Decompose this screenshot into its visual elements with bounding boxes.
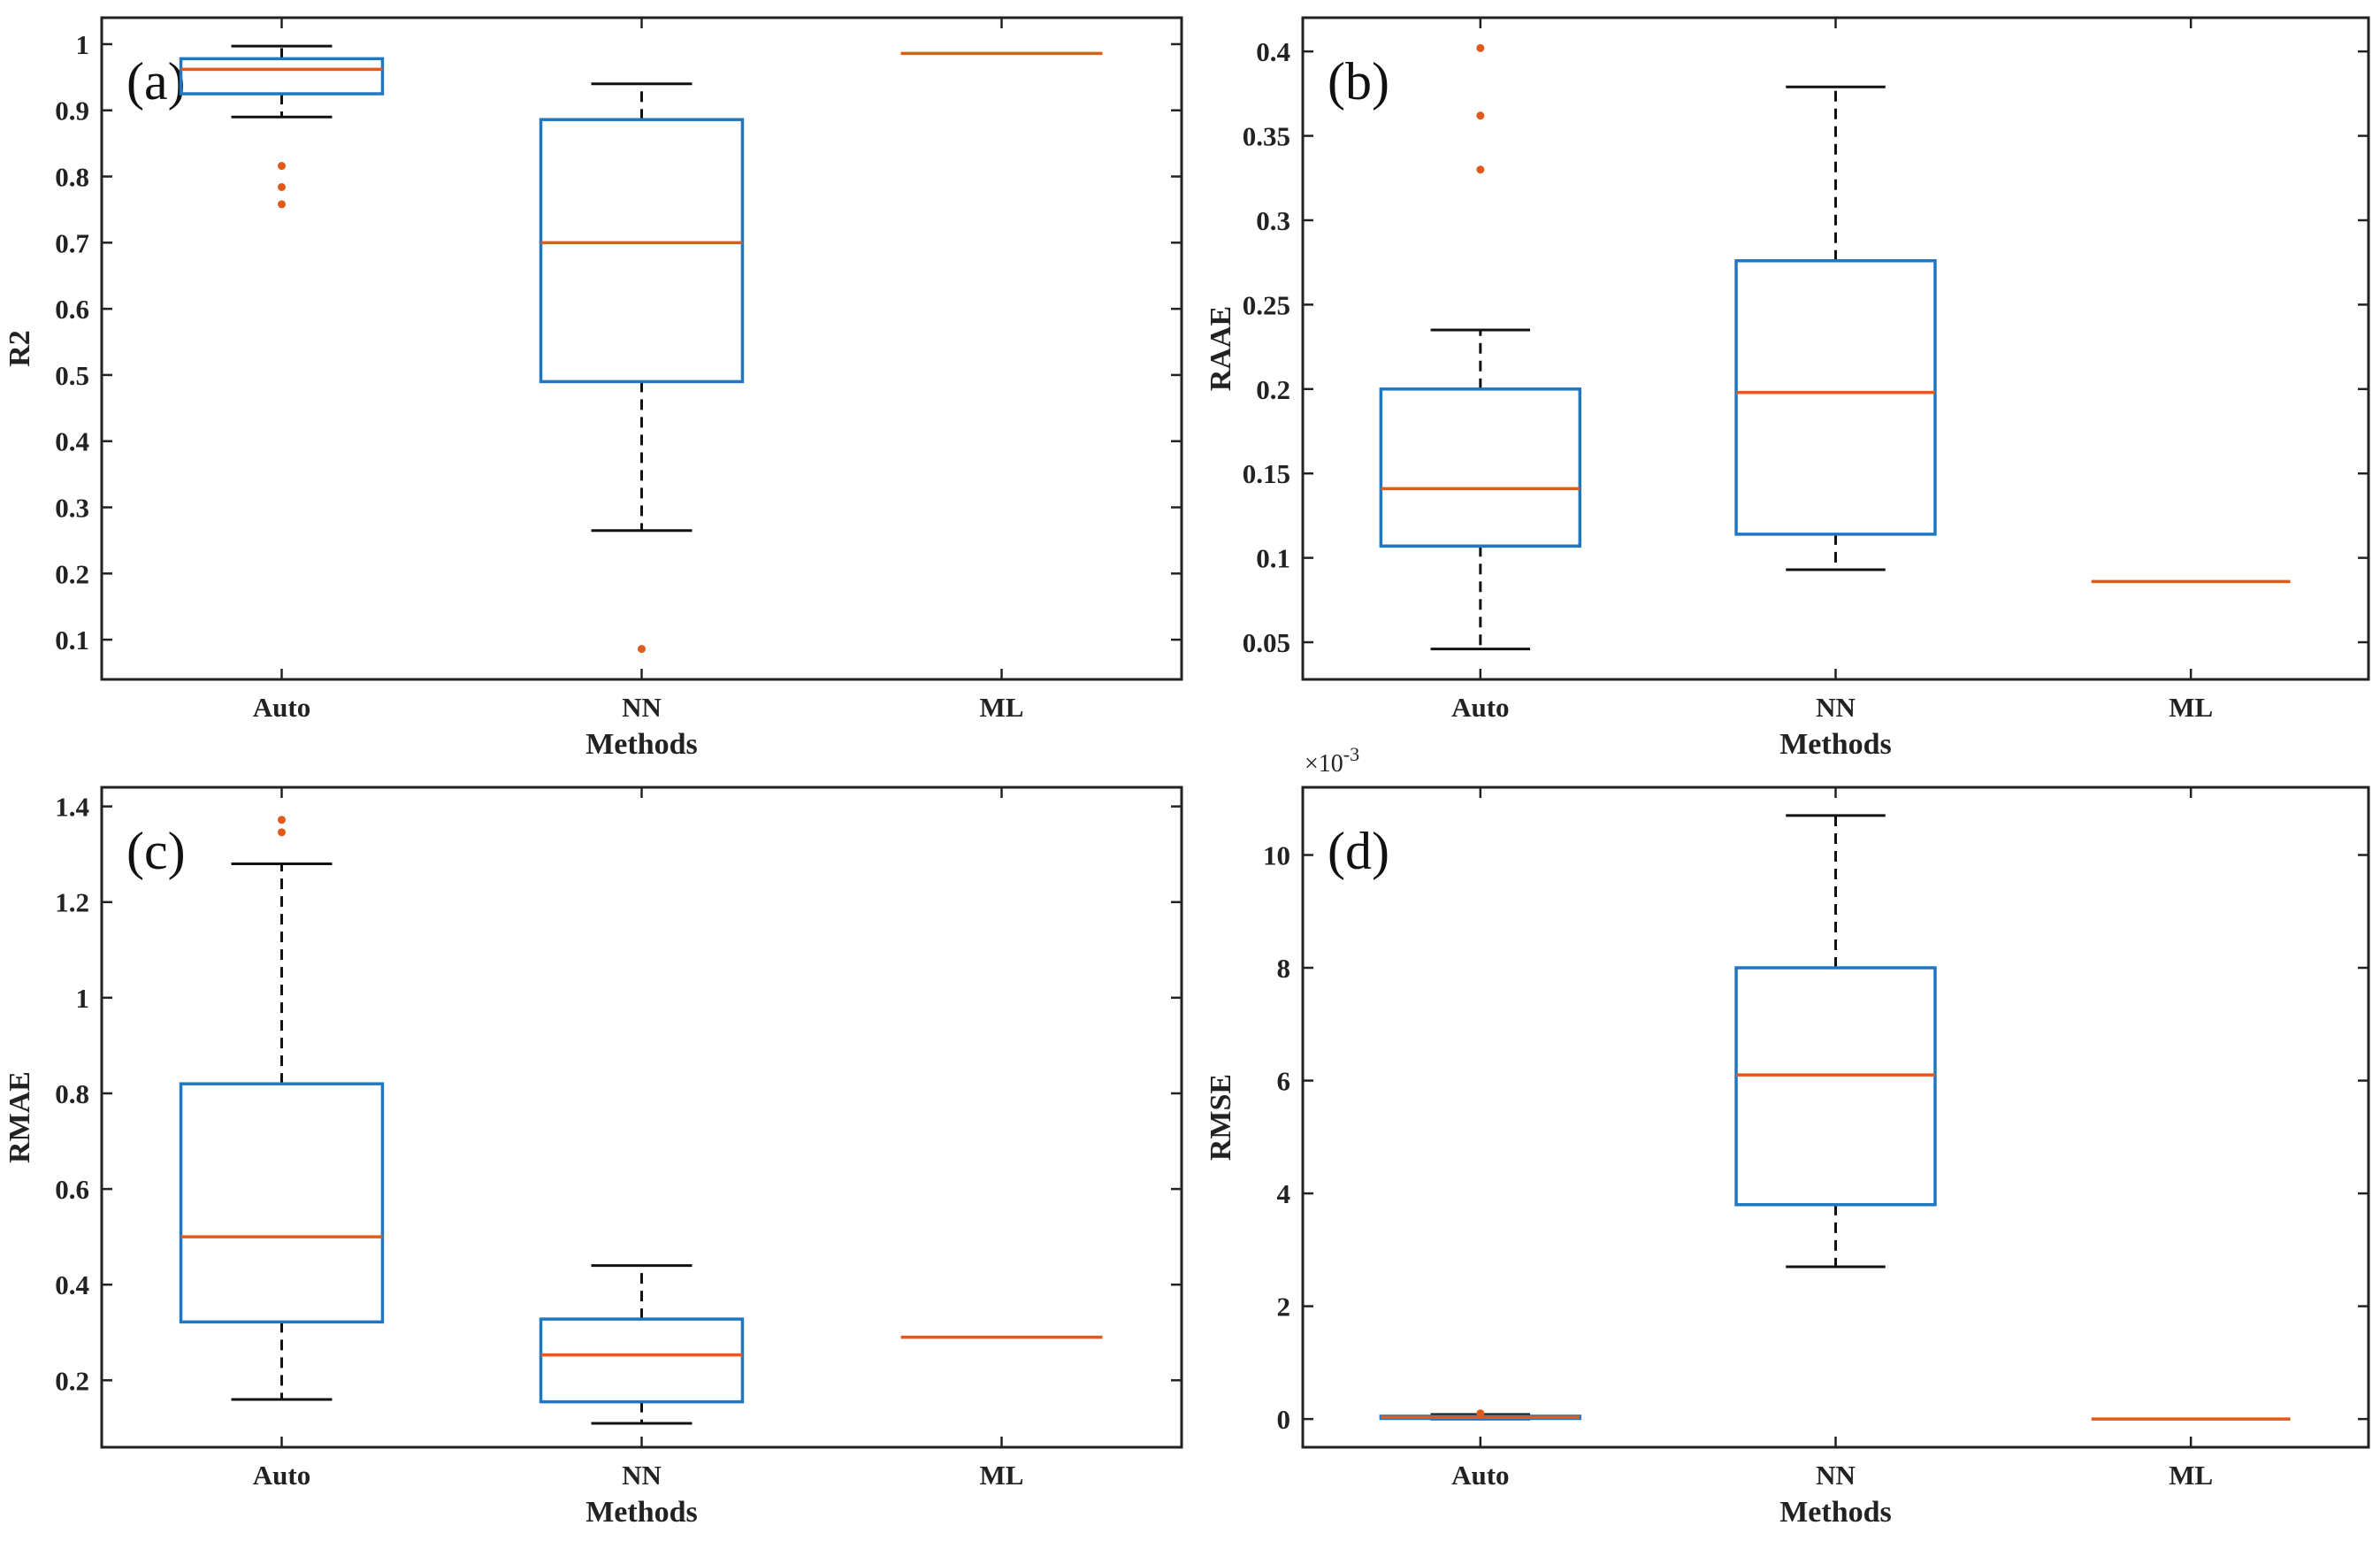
box-auto	[179, 816, 385, 1401]
y-tick-label: 0.3	[55, 493, 89, 524]
x-tick-label: ML	[980, 692, 1024, 723]
iqr-box	[539, 118, 745, 384]
y-tick-label: 10	[1263, 840, 1290, 871]
outlier-point	[638, 645, 646, 654]
y-axis-label: RAAE	[1205, 306, 1237, 391]
x-tick-label: NN	[622, 1460, 662, 1491]
x-tick-label: Auto	[1451, 1460, 1509, 1491]
x-tick-label: ML	[980, 1460, 1024, 1491]
box-nn	[1734, 814, 1937, 1269]
outlier-point	[278, 816, 286, 824]
y-axis-label: R2	[4, 330, 36, 367]
axis-multiplier: ×10-3	[1305, 743, 1359, 778]
y-tick-label: 0.7	[55, 227, 89, 258]
panel-label: (d)	[1328, 822, 1389, 880]
iqr-box	[539, 1317, 745, 1404]
y-tick-label: 0.1	[1256, 543, 1290, 574]
box-auto	[179, 44, 385, 209]
box-nn	[1734, 85, 1937, 571]
x-tick-label: ML	[2169, 692, 2213, 723]
y-tick-label: 1.4	[55, 792, 89, 823]
box-nn	[539, 1264, 745, 1425]
iqr-box	[1734, 259, 1937, 536]
y-tick-label: 0.9	[55, 96, 89, 126]
y-tick-label: 0.3	[1256, 205, 1290, 236]
y-tick-label: 0.6	[55, 1174, 89, 1205]
panel-d: 0 2 4 6 8 10 Auto NN ML Methods RMSE (d) ×10-3	[1205, 743, 2370, 1529]
x-axis-label: Methods	[1779, 1496, 1892, 1529]
iqr-box	[179, 57, 385, 96]
panel-label: (c)	[126, 822, 186, 880]
outlier-point	[278, 162, 286, 171]
panel-c: 0.2 0.4 0.6 0.8 1 1.2 1.4 Auto NN ML Methods RMAE (c…	[4, 786, 1183, 1529]
x-tick-label: NN	[1816, 1460, 1856, 1491]
y-tick-label: 0.8	[55, 1078, 89, 1109]
x-axis-label: Methods	[585, 1496, 698, 1529]
x-tick-label: Auto	[253, 692, 310, 723]
panel-label: (b)	[1328, 52, 1389, 111]
panel-a: 0.1 0.2 0.3 0.4 0.5 0.6 0.7 0.8 0.9 1 Auto NN ML Meth…	[4, 16, 1183, 761]
x-tick-label: Auto	[1451, 692, 1509, 723]
iqr-box	[1379, 387, 1582, 548]
x-tick-label: ML	[2169, 1460, 2213, 1491]
axes-frame	[1301, 786, 2370, 1449]
y-axis-label: RMSE	[1205, 1074, 1237, 1161]
y-tick-label: 0.05	[1243, 627, 1290, 658]
box-auto	[1379, 43, 1582, 651]
y-tick-label: 0.4	[55, 426, 89, 457]
y-tick-label: 0.5	[55, 360, 89, 391]
y-tick-label: 0.8	[55, 162, 89, 193]
y-tick-label: 8	[1277, 953, 1291, 984]
y-tick-label: 0.2	[55, 1365, 89, 1396]
x-axis-label: Methods	[1779, 728, 1892, 761]
y-tick-label: 0.15	[1243, 458, 1290, 489]
y-tick-label: 0.25	[1243, 289, 1290, 320]
outlier-point	[278, 828, 286, 837]
y-axis-label: RMAE	[4, 1071, 36, 1163]
outlier-point	[1476, 111, 1485, 120]
y-tick-label: 1	[76, 29, 90, 60]
axes-frame	[100, 786, 1183, 1449]
y-tick-label: 1.2	[55, 887, 89, 918]
y-tick-label: 0.4	[1256, 36, 1290, 67]
outlier-point	[278, 182, 286, 191]
y-tick-label: 4	[1277, 1178, 1291, 1209]
outlier-point	[1476, 43, 1485, 52]
y-tick-label: 0	[1277, 1404, 1291, 1435]
y-tick-label: 2	[1277, 1292, 1291, 1322]
y-tick-label: 6	[1277, 1066, 1291, 1097]
outlier-point	[1476, 165, 1485, 174]
box-auto	[1379, 1409, 1582, 1421]
y-tick-label: 0.4	[55, 1269, 89, 1300]
panel-b: 0.05 0.1 0.15 0.2 0.25 0.3 0.35 0.4 Auto NN ML Meth…	[1205, 16, 2370, 761]
y-tick-label: 0.2	[55, 558, 89, 589]
iqr-box	[179, 1082, 385, 1324]
y-tick-label: 1	[76, 983, 90, 1014]
x-tick-label: Auto	[253, 1460, 310, 1491]
x-tick-label: NN	[1816, 692, 1856, 723]
y-tick-label: 0.1	[55, 625, 89, 656]
x-tick-label: NN	[622, 692, 662, 723]
panel-label: (a)	[126, 52, 186, 111]
x-axis-label: Methods	[585, 728, 698, 761]
y-tick-label: 0.35	[1243, 121, 1290, 152]
outlier-point	[1476, 1409, 1485, 1418]
y-tick-label: 0.6	[55, 294, 89, 325]
iqr-box	[1734, 966, 1937, 1207]
y-tick-label: 0.2	[1256, 374, 1290, 405]
box-nn	[539, 82, 745, 654]
outlier-point	[278, 200, 286, 209]
